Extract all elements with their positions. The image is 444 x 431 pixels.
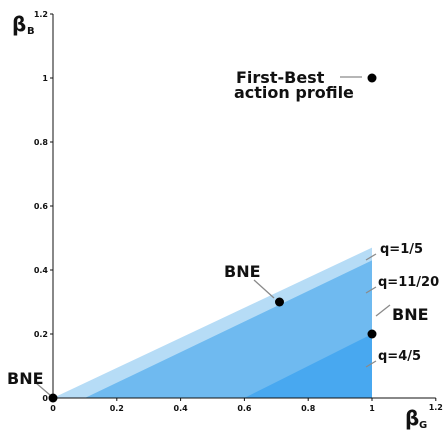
region-3 (244, 334, 372, 398)
leader-line (253, 279, 275, 299)
y-tick-label: 0.8 (34, 138, 49, 147)
x-tick-label: 0.4 (174, 404, 189, 413)
leader-line (365, 286, 377, 294)
first-best-label-line2: action profile (234, 83, 354, 102)
x-tick-label: 0 (50, 404, 56, 413)
q-four-fifths-label: q=4/5 (378, 349, 421, 364)
bne-point (48, 393, 58, 403)
leader-line (365, 360, 377, 368)
first-best-point (367, 73, 377, 83)
bne-mid-label: BNE (224, 262, 261, 281)
x-axis-subscript: G (419, 420, 427, 431)
x-tick-label: 0.2 (110, 404, 124, 413)
x-tick-label: 0.6 (237, 404, 252, 413)
leader-lines (35, 76, 391, 396)
q-one-fifth-label: q=1/5 (380, 242, 423, 257)
y-tick-label: 0.6 (34, 202, 49, 211)
leader-line (35, 382, 51, 396)
bne-right-label: BNE (392, 305, 429, 324)
y-tick-label: 0.4 (34, 266, 49, 275)
leader-line (365, 253, 377, 261)
leader-line (375, 304, 391, 317)
y-tick-label: 0 (42, 394, 48, 403)
y-tick-label: 1 (42, 74, 48, 83)
bne-point (367, 329, 377, 339)
region-2 (84, 260, 373, 398)
x-tick-label: 0.8 (301, 404, 316, 413)
regions (53, 247, 373, 398)
x-tick-label: 1.2 (429, 403, 443, 412)
ticks: 0 0.2 0.4 0.6 0.8 1 1.2 0 0.2 0.4 0.6 0.8 1 1.2 (34, 10, 443, 413)
first-best-label-line1: First-Best (236, 68, 325, 87)
bne-origin-label: BNE (7, 369, 44, 388)
y-axis-symbol: β (12, 12, 26, 36)
bne-point (274, 297, 284, 307)
y-axis-subscript: B (27, 26, 35, 37)
y-tick-label: 0.2 (34, 330, 48, 339)
points (48, 73, 377, 403)
x-axis-symbol: β (405, 406, 419, 430)
y-tick-label: 1.2 (34, 10, 48, 19)
q-eleven-twentieths-label: q=11/20 (378, 275, 439, 290)
x-tick-label: 1 (369, 404, 375, 413)
